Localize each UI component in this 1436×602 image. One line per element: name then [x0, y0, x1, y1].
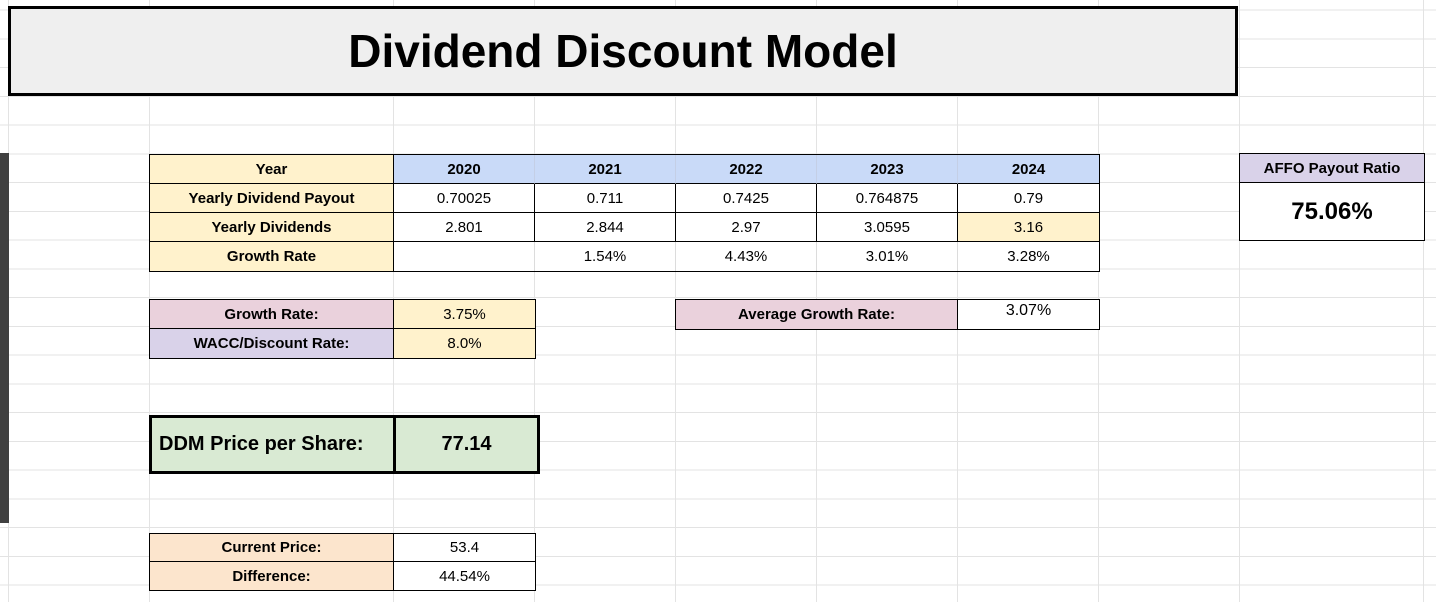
sheet-title: Dividend Discount Model [8, 6, 1238, 96]
payout-2021-cell[interactable]: 0.711 [535, 184, 676, 213]
difference-label[interactable]: Difference: [150, 562, 394, 590]
dividends-2024-cell[interactable]: 3.16 [958, 213, 1099, 242]
ddm-price-label[interactable]: DDM Price per Share: [152, 418, 396, 471]
payout-2022-cell[interactable]: 0.7425 [676, 184, 817, 213]
affo-payout-block: AFFO Payout Ratio 75.06% [1239, 153, 1425, 241]
row-label-yearly-dividend-payout[interactable]: Yearly Dividend Payout [150, 184, 394, 213]
dark-column-strip [0, 153, 9, 523]
growth-2020-cell[interactable] [394, 242, 535, 271]
ddm-price-value[interactable]: 77.14 [396, 418, 537, 471]
payout-2024-cell[interactable]: 0.79 [958, 184, 1099, 213]
row-label-growth-rate[interactable]: Growth Rate [150, 242, 394, 271]
payout-2020-cell[interactable]: 0.70025 [394, 184, 535, 213]
dividends-2020-cell[interactable]: 2.801 [394, 213, 535, 242]
current-price-label[interactable]: Current Price: [150, 534, 394, 562]
year-header-2021[interactable]: 2021 [535, 155, 676, 184]
wacc-discount-rate-value[interactable]: 8.0% [394, 329, 535, 358]
average-growth-rate-label[interactable]: Average Growth Rate: [676, 300, 958, 329]
dividends-2021-cell[interactable]: 2.844 [535, 213, 676, 242]
year-header-2023[interactable]: 2023 [817, 155, 958, 184]
year-header-2024[interactable]: 2024 [958, 155, 1099, 184]
dividends-2023-cell[interactable]: 3.0595 [817, 213, 958, 242]
growth-2024-cell[interactable]: 3.28% [1007, 248, 1050, 265]
growth-2022-cell[interactable]: 4.43% [676, 242, 817, 271]
dividend-table: Year 2020 2021 2022 2023 2024 Yearly Div… [149, 154, 1100, 272]
affo-payout-ratio-value[interactable]: 75.06% [1291, 197, 1373, 225]
dividends-2022-cell[interactable]: 2.97 [676, 213, 817, 242]
table-header-year-label[interactable]: Year [150, 155, 394, 184]
assumptions-block: Growth Rate: 3.75% WACC/Discount Rate: 8… [149, 299, 536, 359]
growth-rate-assumption-label[interactable]: Growth Rate: [150, 300, 394, 329]
sheet-title-text: Dividend Discount Model [348, 25, 898, 77]
wacc-discount-rate-label[interactable]: WACC/Discount Rate: [150, 329, 394, 358]
gridline [1423, 0, 1424, 602]
current-price-value[interactable]: 53.4 [394, 534, 535, 562]
pricing-block: Current Price: 53.4 Difference: 44.54% [149, 533, 536, 591]
ddm-price-block: DDM Price per Share: 77.14 [149, 415, 540, 474]
difference-value[interactable]: 44.54% [439, 567, 490, 585]
growth-2023-cell[interactable]: 3.01% [817, 242, 958, 271]
gridline [1239, 0, 1240, 602]
average-growth-rate-value[interactable]: 3.07% [1005, 302, 1052, 319]
growth-rate-assumption-value[interactable]: 3.75% [394, 300, 535, 329]
payout-2023-cell[interactable]: 0.764875 [817, 184, 958, 213]
average-growth-block: Average Growth Rate: 3.07% [675, 299, 1100, 330]
year-header-2022[interactable]: 2022 [676, 155, 817, 184]
growth-2021-cell[interactable]: 1.54% [535, 242, 676, 271]
row-label-yearly-dividends[interactable]: Yearly Dividends [150, 213, 394, 242]
year-header-2020[interactable]: 2020 [394, 155, 535, 184]
affo-payout-ratio-label[interactable]: AFFO Payout Ratio [1240, 154, 1424, 183]
